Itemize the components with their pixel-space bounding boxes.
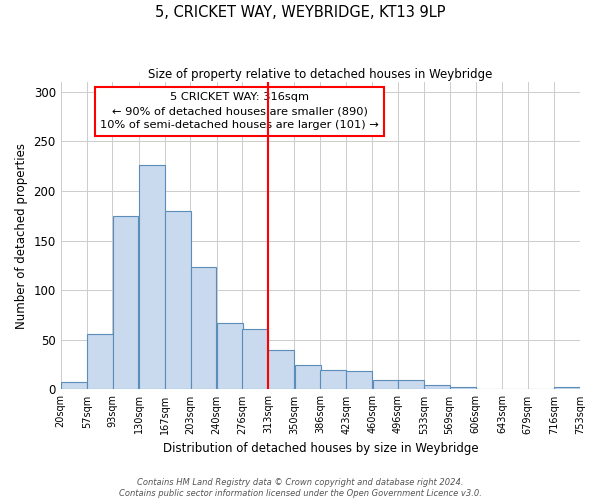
Bar	[139, 165, 164, 390]
Bar	[373, 380, 398, 390]
Y-axis label: Number of detached properties: Number of detached properties	[15, 142, 28, 328]
Bar	[61, 382, 87, 390]
Bar	[346, 370, 372, 390]
Text: Contains HM Land Registry data © Crown copyright and database right 2024.
Contai: Contains HM Land Registry data © Crown c…	[119, 478, 481, 498]
Text: 5 CRICKET WAY: 316sqm
← 90% of detached houses are smaller (890)
10% of semi-det: 5 CRICKET WAY: 316sqm ← 90% of detached …	[100, 92, 379, 130]
Bar	[320, 370, 346, 390]
Title: Size of property relative to detached houses in Weybridge: Size of property relative to detached ho…	[148, 68, 493, 80]
Bar	[268, 350, 294, 390]
Bar	[113, 216, 139, 390]
Bar	[424, 386, 450, 390]
Bar	[295, 364, 320, 390]
Bar	[87, 334, 113, 390]
X-axis label: Distribution of detached houses by size in Weybridge: Distribution of detached houses by size …	[163, 442, 478, 455]
Bar	[554, 388, 580, 390]
Bar	[217, 323, 242, 390]
Bar	[398, 380, 424, 390]
Text: 5, CRICKET WAY, WEYBRIDGE, KT13 9LP: 5, CRICKET WAY, WEYBRIDGE, KT13 9LP	[155, 5, 445, 20]
Bar	[165, 210, 191, 390]
Bar	[450, 388, 476, 390]
Bar	[242, 329, 268, 390]
Bar	[191, 268, 217, 390]
